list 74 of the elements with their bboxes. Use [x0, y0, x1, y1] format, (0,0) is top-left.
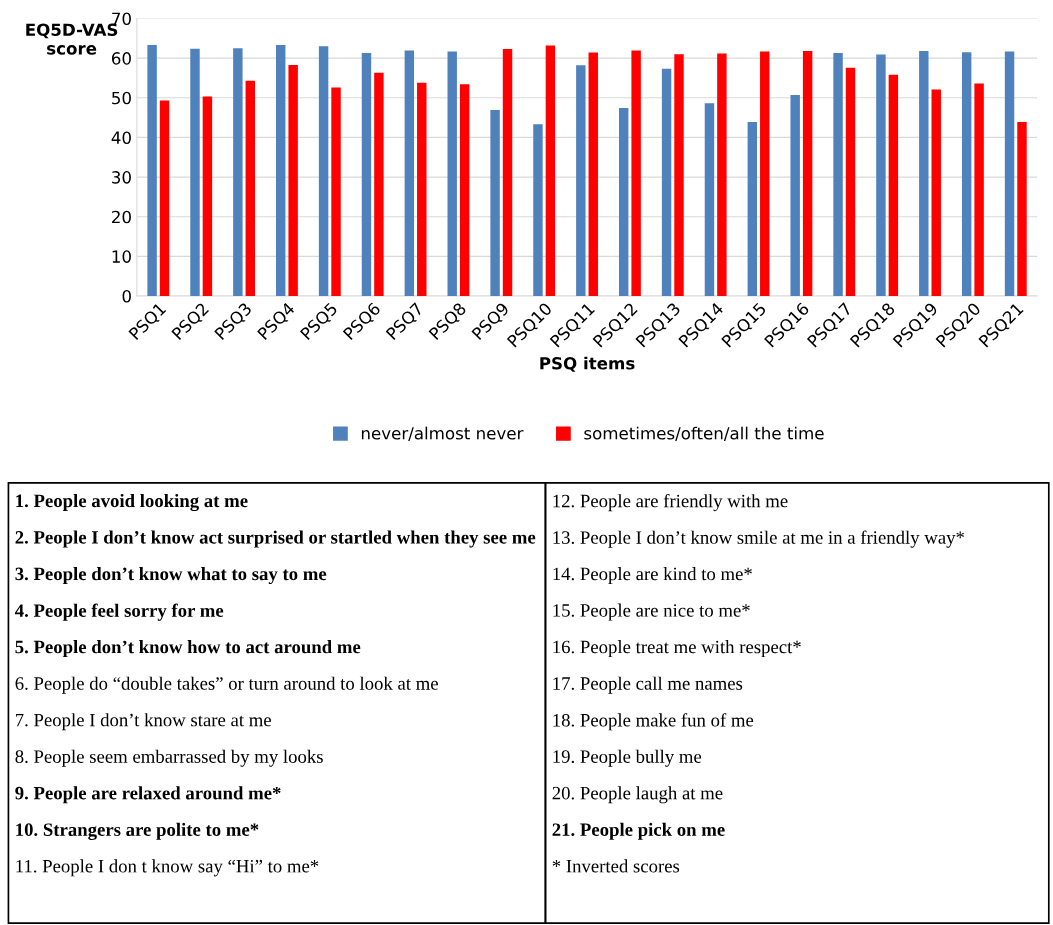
legend-label: never/almost never [361, 426, 524, 441]
text: 13. People I don’t know smile at me in a friendly way* [553, 530, 964, 548]
text: 2. People I don’t know act surprised or startled when they see me [15, 530, 536, 548]
bar [202, 96, 213, 296]
bar [1017, 121, 1027, 296]
bar [447, 51, 457, 296]
text: 18. People make fun of me [553, 713, 754, 731]
text: 15. People are nice to me* [553, 603, 750, 621]
legend-label: sometimes/often/all the time [584, 426, 824, 441]
bar [618, 108, 629, 296]
text: 4. People feel sorry for me [15, 603, 224, 621]
bar [417, 82, 427, 296]
bar [974, 83, 984, 296]
text: 10. Strangers are polite to me* [16, 822, 259, 840]
y-tick-label: 20 [112, 210, 131, 224]
bar [919, 51, 929, 296]
bar [545, 45, 556, 296]
bar [276, 45, 286, 296]
bar [760, 51, 770, 296]
text: 3. People don’t know what to say to me [15, 567, 327, 585]
bar [717, 53, 727, 296]
x-axis-title: PSQ items [540, 356, 635, 372]
y-tick-label: 10 [112, 250, 131, 263]
text: 9. People are relaxed around me* [15, 786, 281, 804]
bar [533, 124, 543, 296]
bar [876, 54, 886, 296]
text: 12. People are friendly with me [553, 493, 788, 512]
bar [845, 67, 856, 296]
bar [288, 64, 298, 296]
text: 19. People bully me [553, 749, 702, 767]
y-tick-label: 40 [111, 131, 131, 144]
bar [1004, 51, 1015, 296]
text: 21. People pick on me [552, 822, 725, 840]
bar [790, 95, 800, 296]
bar [490, 110, 500, 296]
bar [631, 50, 641, 296]
bar [331, 87, 341, 296]
y-tick-label: 50 [112, 91, 131, 105]
bar [931, 89, 941, 296]
y-tick-label: 0 [122, 289, 131, 303]
text: 6. People do “double takes” or turn around to look at me [15, 676, 438, 694]
bar [245, 80, 255, 296]
bar [661, 68, 672, 296]
bar [502, 49, 513, 296]
bar [833, 52, 843, 296]
bar [361, 52, 372, 296]
bar [374, 72, 384, 296]
text: * Inverted scores [552, 859, 680, 873]
bar [318, 46, 329, 296]
bar [233, 48, 243, 296]
y-tick-label: 70 [112, 12, 131, 26]
bar [147, 45, 157, 296]
text: 8. People seem embarrassed by my looks [15, 749, 323, 767]
bar [704, 103, 715, 296]
text: 16. People treat me with respect* [553, 640, 801, 658]
bar [961, 52, 972, 296]
bar [190, 48, 200, 296]
bar [888, 74, 899, 296]
text: 17. People call me names [553, 676, 743, 694]
bar [747, 121, 758, 296]
text: 14. People are kind to me* [553, 567, 752, 585]
bar [576, 65, 586, 296]
y-tick-label: 30 [112, 171, 131, 184]
text: 20. People laugh at me [552, 786, 723, 804]
bar [159, 100, 170, 296]
text: 7. People I don’t know stare at me [15, 713, 271, 731]
text: 5. People don’t know how to act around me [15, 640, 361, 658]
bar [459, 84, 470, 296]
bar [588, 52, 598, 296]
bar [802, 51, 813, 296]
text: 11. People I don t know say “Hi” to me* [16, 859, 319, 877]
bar [674, 54, 684, 296]
bar [404, 50, 415, 296]
text: 1. People avoid looking at me [16, 493, 248, 512]
